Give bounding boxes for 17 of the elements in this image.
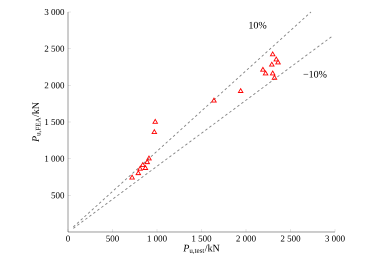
x-tick-label: 3 000 (325, 236, 345, 242)
y-axis-title: P$_{u,FEA}$/kN (32, 102, 42, 142)
y-tick-label: 2 000 (44, 82, 64, 88)
x-tick-label: 1 500 (192, 236, 212, 242)
y-tick-label: 3 000 (44, 8, 64, 16)
y-tick-label: 1 000 (45, 156, 64, 162)
x-tick-label: 0 (66, 236, 70, 242)
y-tick-label: 2 500 (44, 46, 64, 52)
x-tick-label: 1 000 (148, 236, 167, 242)
y-tick-label: 1 500 (45, 118, 64, 126)
x-axis-title: P$_{u,test}$/kN (183, 244, 220, 254)
x-tick-label: 2 500 (280, 236, 300, 242)
annotation: 10% (249, 22, 266, 29)
annotation: −10% (304, 70, 327, 78)
y-tick-label: 500 (52, 192, 64, 198)
x-tick-label: 2 000 (236, 236, 256, 242)
x-tick-label: 500 (106, 236, 119, 242)
